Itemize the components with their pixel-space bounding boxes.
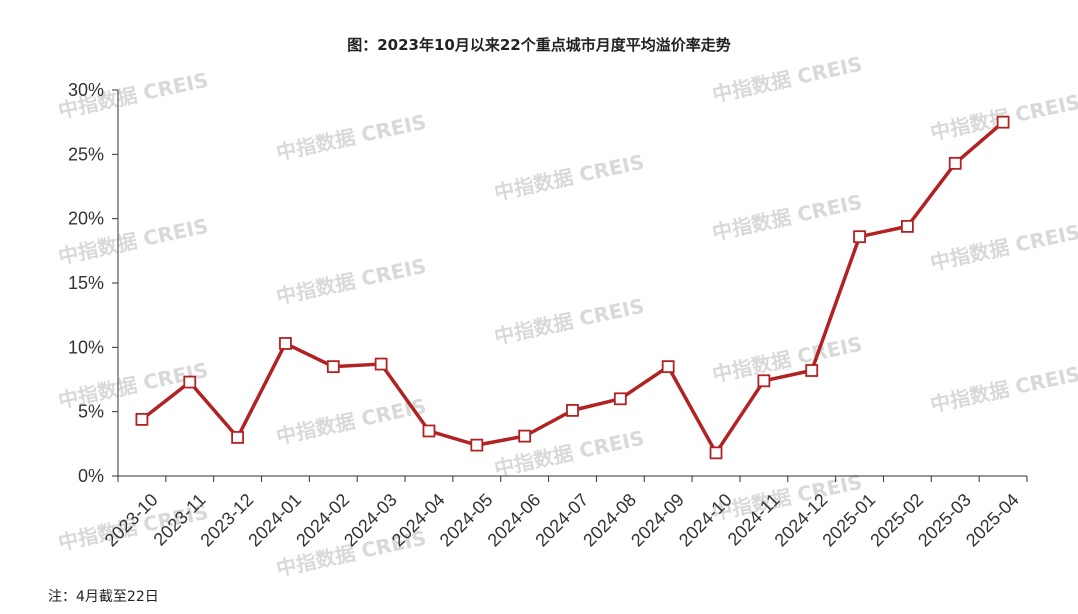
data-point: [661, 360, 675, 374]
watermark: 中指数据 CREIS: [274, 254, 428, 309]
watermark: 中指数据 CREIS: [710, 52, 864, 107]
data-point: [900, 219, 914, 233]
series-layer: [135, 115, 1010, 460]
y-tick-label: 0%: [78, 466, 104, 486]
watermark: 中指数据 CREIS: [928, 220, 1078, 275]
data-point: [613, 392, 627, 406]
footnote: 注：4月截至22日: [48, 589, 159, 605]
data-point: [948, 156, 962, 170]
data-point: [326, 360, 340, 374]
data-point: [231, 430, 245, 444]
watermark: 中指数据 CREIS: [492, 426, 646, 481]
watermark: 中指数据 CREIS: [710, 332, 864, 387]
y-tick-label: 30%: [68, 80, 104, 100]
watermark: 中指数据 CREIS: [928, 362, 1078, 417]
y-tick-label: 5%: [78, 402, 104, 422]
data-point: [374, 357, 388, 371]
y-tick-label: 20%: [68, 209, 104, 229]
watermark: 中指数据 CREIS: [274, 110, 428, 165]
y-tick-label: 10%: [68, 337, 104, 357]
data-point: [518, 429, 532, 443]
data-point: [757, 374, 771, 388]
data-point: [566, 403, 579, 417]
watermark: 中指数据 CREIS: [710, 190, 864, 245]
data-point: [183, 375, 197, 389]
watermark: 中指数据 CREIS: [492, 150, 646, 205]
data-point: [470, 438, 484, 452]
data-point: [853, 230, 866, 244]
data-point: [996, 115, 1010, 129]
axes: [112, 89, 1028, 482]
x-tick-label: 2025-04: [962, 490, 1023, 551]
data-point: [279, 337, 292, 350]
data-point: [709, 446, 723, 460]
chart-title: 图：2023年10月以来22个重点城市月度平均溢价率走势: [347, 36, 731, 54]
watermark: 中指数据 CREIS: [274, 394, 428, 449]
y-tick-label: 15%: [68, 273, 104, 293]
data-point: [135, 412, 149, 426]
watermark: 中指数据 CREIS: [492, 294, 646, 349]
y-tick-label: 25%: [68, 144, 104, 164]
data-point: [805, 364, 819, 377]
data-point: [422, 424, 436, 438]
